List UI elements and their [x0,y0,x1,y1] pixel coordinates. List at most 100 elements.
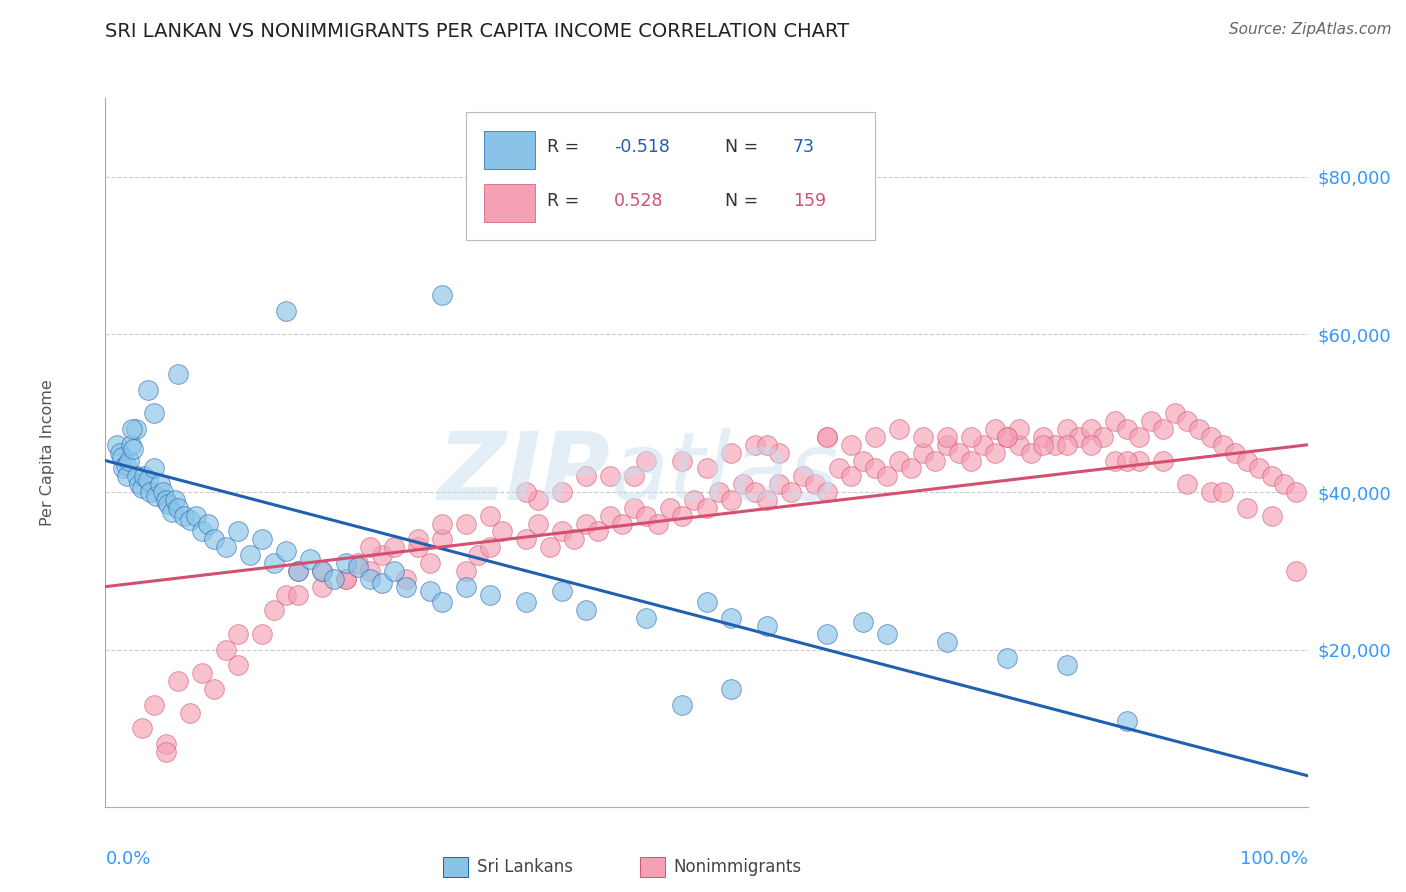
Point [1104,453,1126,467]
Point [515,595,537,609]
Point [671,698,693,712]
Text: SRI LANKAN VS NONIMMIGRANTS PER CAPITA INCOME CORRELATION CHART: SRI LANKAN VS NONIMMIGRANTS PER CAPITA I… [105,22,849,41]
Point [1201,485,1223,500]
Point [226,627,249,641]
Point [359,572,381,586]
Point [226,524,249,539]
Point [575,516,598,531]
Point [406,541,429,555]
Point [395,572,418,586]
Point [179,513,201,527]
Point [948,446,970,460]
Point [803,477,825,491]
Point [274,304,297,318]
Point [924,453,946,467]
Point [612,516,634,531]
Point [347,556,370,570]
Point [406,533,429,547]
Point [863,430,886,444]
Point [527,516,550,531]
Point [166,674,188,689]
Point [984,446,1007,460]
Point [263,603,285,617]
Point [184,508,207,523]
Point [515,485,537,500]
Text: R =: R = [547,192,585,210]
Point [131,481,153,495]
Point [863,461,886,475]
Point [936,430,959,444]
Point [900,461,922,475]
Point [659,500,682,515]
Point [1249,461,1271,475]
Point [1116,422,1139,436]
Point [479,508,502,523]
Point [250,533,273,547]
Point [1019,446,1042,460]
Point [156,497,179,511]
Point [1080,438,1102,452]
Point [1212,438,1234,452]
Point [165,492,187,507]
Point [1175,477,1198,491]
Point [142,406,165,420]
Point [1152,422,1174,436]
Point [1260,469,1282,483]
Point [491,524,513,539]
Point [636,453,658,467]
Point [335,556,357,570]
FancyBboxPatch shape [484,131,534,169]
Point [155,745,177,759]
Point [145,489,167,503]
Point [359,541,381,555]
Point [139,485,162,500]
Point [454,580,477,594]
Point [696,595,718,609]
Point [1032,438,1054,452]
Point [562,533,585,547]
Point [1236,453,1258,467]
Point [768,446,790,460]
Point [166,500,188,515]
Point [1056,658,1078,673]
Point [382,564,405,578]
Point [190,524,212,539]
Point [128,477,150,491]
Point [527,492,550,507]
Point [551,524,574,539]
Point [744,438,766,452]
Point [707,485,730,500]
Point [995,430,1018,444]
Point [960,430,983,444]
Point [1116,714,1139,728]
Point [828,461,851,475]
Point [173,508,195,523]
Point [179,706,201,720]
Point [755,492,778,507]
Point [311,564,333,578]
Point [936,438,959,452]
Text: 159: 159 [793,192,827,210]
Point [1212,485,1234,500]
Point [359,564,381,578]
Point [671,453,693,467]
Point [263,556,285,570]
Point [166,367,188,381]
Point [911,430,934,444]
Point [1008,438,1031,452]
Point [755,438,778,452]
Point [152,485,174,500]
Point [1260,508,1282,523]
Point [1128,430,1150,444]
Point [131,722,153,736]
Point [122,442,145,456]
Point [287,564,309,578]
Point [972,438,994,452]
Point [792,469,814,483]
Point [298,552,321,566]
Point [335,572,357,586]
Point [1116,453,1139,467]
Point [136,473,159,487]
Point [538,541,561,555]
Point [551,583,574,598]
